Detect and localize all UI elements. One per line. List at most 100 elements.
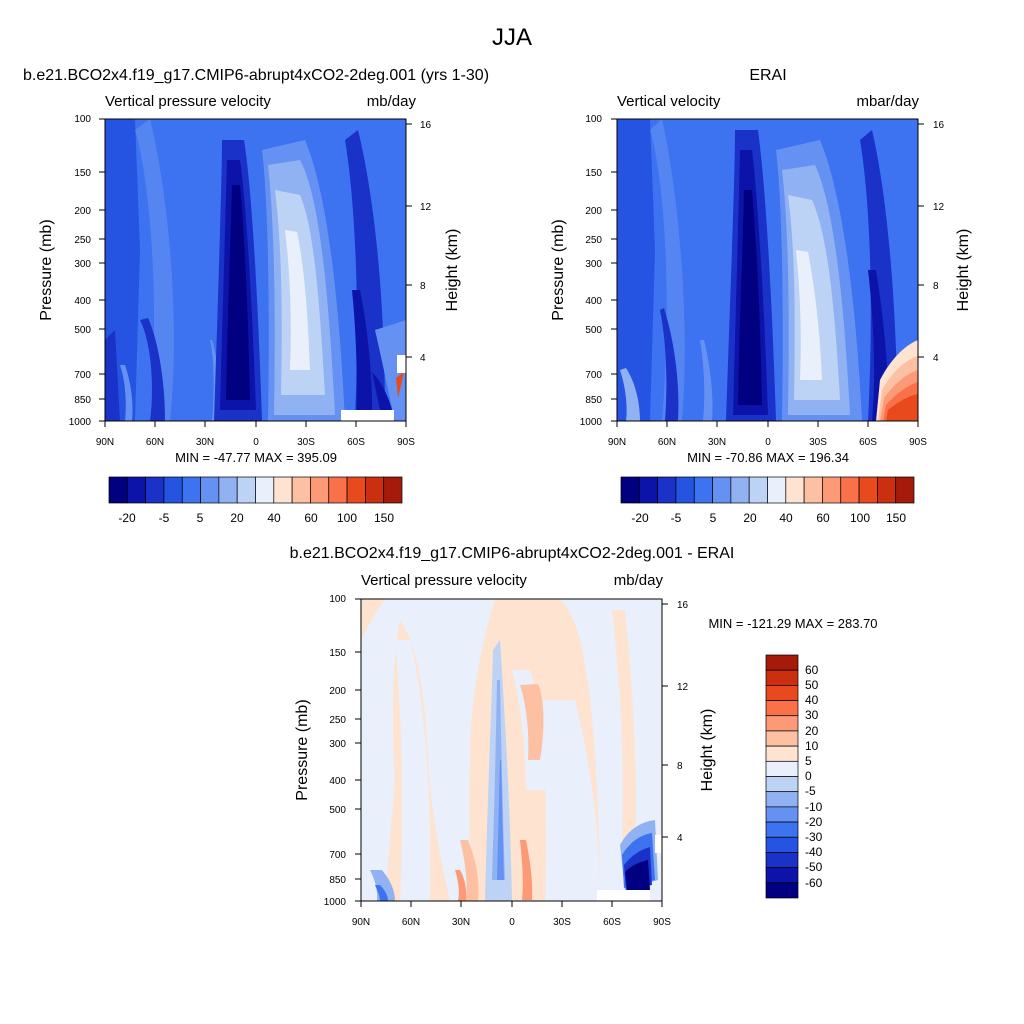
height-tick-label: 4	[933, 353, 939, 364]
y-tick-label: 150	[329, 648, 346, 659]
colorbar-swatch	[840, 476, 860, 504]
contour-field	[617, 119, 918, 421]
y-axis-title: Pressure (mb)	[38, 219, 55, 320]
colorbar-swatch	[291, 476, 311, 504]
colorbar-swatch	[310, 476, 330, 504]
colorbar-swatch	[765, 669, 799, 686]
colorbar-label: 40	[805, 693, 819, 707]
panel-erai: ERAI Vertical velocity mbar/day	[550, 67, 972, 525]
height-tick-label: 8	[420, 281, 426, 292]
panel-left-label: Vertical pressure velocity	[105, 93, 271, 110]
y-axis-right: 4 8 12 16	[406, 120, 432, 364]
colorbar-label: -20	[631, 511, 649, 525]
y-tick-label: 100	[74, 114, 91, 125]
colorbar-label: 100	[337, 511, 357, 525]
colorbar-swatch	[765, 730, 799, 747]
colorbar-labels: -20 -5 5 20 40 60 100 150	[631, 511, 906, 525]
colorbar-swatch	[765, 654, 799, 671]
y-tick-label: 700	[585, 370, 602, 381]
panel-difference: b.e21.BCO2x4.f19_g17.CMIP6-abrupt4xCO2-2…	[290, 545, 878, 928]
x-tick-label: 30S	[809, 437, 827, 448]
y-tick-label: 200	[74, 206, 91, 217]
colorbar-swatch	[765, 715, 799, 732]
colorbar-label: 10	[805, 739, 819, 753]
y-tick-label: 100	[329, 594, 346, 605]
height-tick-label: 4	[677, 833, 683, 844]
colorbar-label: -5	[805, 784, 816, 798]
colorbar-swatch	[346, 476, 366, 504]
colorbar-labels: 60 50 40 30 20 10 5 0 -5 -10 -20 -30 -40…	[805, 663, 823, 890]
colorbar-label: -50	[805, 860, 823, 874]
colorbar-swatch	[765, 821, 799, 838]
colorbar-label: -30	[805, 830, 823, 844]
y-tick-label: 300	[329, 739, 346, 750]
colorbar-swatch	[657, 476, 677, 504]
contour-field	[361, 599, 662, 901]
colorbar-swatch	[765, 882, 799, 899]
y-tick-label: 250	[585, 235, 602, 246]
x-tick-label: 60S	[859, 437, 877, 448]
height-tick-label: 12	[677, 682, 689, 693]
colorbar-swatch	[145, 476, 165, 504]
colorbar-label: 60	[816, 511, 830, 525]
colorbar-label: 0	[805, 769, 812, 783]
colorbar	[108, 476, 403, 504]
y-axis-right: 4 8 12 16	[918, 120, 945, 364]
y-tick-label: 850	[74, 395, 91, 406]
colorbar-swatch	[255, 476, 275, 504]
colorbar-label: 20	[805, 724, 819, 738]
colorbar-labels: -20 -5 5 20 40 60 100 150	[118, 511, 394, 525]
colorbar-label: -5	[159, 511, 170, 525]
y-tick-label: 150	[74, 168, 91, 179]
colorbar-label: 30	[805, 708, 819, 722]
colorbar-swatch	[765, 685, 799, 701]
colorbar-label: 60	[805, 663, 819, 677]
y-tick-label: 700	[74, 370, 91, 381]
x-tick-label: 90N	[96, 437, 114, 448]
colorbar-swatch	[218, 476, 238, 504]
x-tick-label: 0	[509, 917, 515, 928]
colorbar-swatch	[765, 745, 799, 762]
y-axis-right-title: Height (km)	[444, 229, 461, 312]
colorbar-swatch	[765, 836, 799, 853]
y-axis-right-title: Height (km)	[955, 229, 972, 312]
colorbar-swatch	[765, 760, 799, 777]
colorbar-swatch	[163, 476, 183, 504]
colorbar-label: 150	[374, 511, 394, 525]
x-tick-label: 90S	[909, 437, 927, 448]
panel-title: ERAI	[749, 67, 786, 84]
y-tick-label: 250	[74, 235, 91, 246]
min-max-label: MIN = -70.86 MAX = 196.34	[687, 450, 849, 465]
colorbar-label: 40	[779, 511, 793, 525]
colorbar-swatch	[765, 806, 799, 823]
x-tick-label: 90N	[352, 917, 370, 928]
x-tick-label: 0	[253, 437, 259, 448]
x-tick-label: 30N	[452, 917, 470, 928]
panel-right-label: mbar/day	[856, 93, 919, 110]
x-tick-label: 60S	[603, 917, 621, 928]
y-tick-label: 100	[585, 114, 602, 125]
colorbar-label: 150	[886, 511, 906, 525]
colorbar-label: -10	[805, 800, 823, 814]
panel-left-label: Vertical pressure velocity	[361, 572, 527, 589]
colorbar-label: -5	[671, 511, 682, 525]
contour-field	[105, 119, 406, 421]
x-tick-label: 90S	[653, 917, 671, 928]
colorbar-swatch	[895, 476, 915, 504]
height-tick-label: 8	[933, 281, 939, 292]
y-axis-title: Pressure (mb)	[294, 699, 311, 800]
height-tick-label: 16	[677, 600, 689, 611]
y-tick-label: 200	[585, 206, 602, 217]
colorbar-label: -20	[805, 815, 823, 829]
y-tick-label: 300	[585, 259, 602, 270]
y-tick-label: 500	[585, 325, 602, 336]
panel-right-label: mb/day	[367, 93, 417, 110]
colorbar-swatch	[765, 852, 799, 868]
colorbar-label: 40	[267, 511, 281, 525]
y-axis-left: 100 150 200 250 300 400 500 700 850 1000	[580, 114, 617, 428]
y-tick-label: 700	[329, 850, 346, 861]
y-tick-label: 1000	[324, 897, 347, 908]
height-tick-label: 8	[677, 761, 683, 772]
y-tick-label: 400	[329, 776, 346, 787]
